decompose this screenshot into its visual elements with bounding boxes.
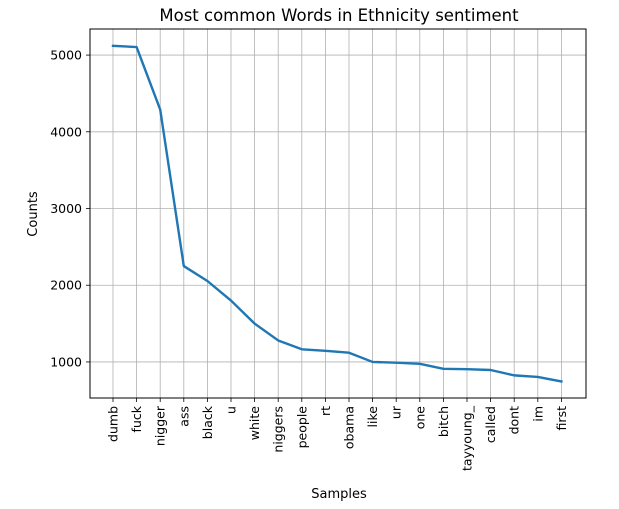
series-line-layer bbox=[111, 44, 563, 383]
data-point bbox=[301, 348, 303, 350]
data-point bbox=[348, 352, 350, 354]
x-tick-label: dont bbox=[507, 406, 522, 435]
x-axis-title: Samples bbox=[311, 487, 367, 502]
y-tick-label: 4000 bbox=[50, 124, 82, 139]
data-point bbox=[395, 362, 397, 364]
x-tick-label: first bbox=[554, 406, 569, 431]
data-point bbox=[135, 46, 137, 48]
x-tick-label: im bbox=[530, 406, 545, 422]
x-tick-label: dumb bbox=[106, 406, 121, 442]
data-point bbox=[277, 339, 279, 341]
x-tick-label: obama bbox=[342, 406, 357, 449]
data-point bbox=[442, 368, 444, 370]
y-axis: 1000 2000 3000 4000 5000 bbox=[50, 48, 90, 369]
plot-area bbox=[89, 28, 587, 399]
data-point bbox=[112, 45, 114, 47]
data-point bbox=[466, 368, 468, 370]
x-tick-label: u bbox=[224, 406, 239, 414]
chart-title: Most common Words in Ethnicity sentiment bbox=[159, 6, 519, 25]
data-point bbox=[537, 376, 539, 378]
data-point bbox=[230, 299, 232, 301]
x-tick-label: fuck bbox=[129, 405, 144, 432]
data-point bbox=[253, 322, 255, 324]
data-point bbox=[371, 361, 373, 363]
x-tick-label: niggers bbox=[271, 406, 286, 453]
x-tick-label: called bbox=[483, 406, 498, 443]
y-tick-label: 3000 bbox=[50, 201, 82, 216]
x-tick-label: one bbox=[412, 406, 427, 430]
x-tick-label: tayyoung_ bbox=[460, 405, 475, 471]
x-tick-label: like bbox=[365, 406, 380, 428]
x-tick-label: white bbox=[247, 406, 262, 441]
x-tick-label: ass bbox=[176, 406, 191, 427]
x-tick-label: bitch bbox=[436, 406, 451, 437]
x-axis: dumb fuck nigger ass black u white niggers peopl… bbox=[106, 398, 569, 471]
data-point bbox=[419, 363, 421, 365]
y-tick-label: 2000 bbox=[50, 278, 82, 293]
data-point bbox=[183, 265, 185, 267]
x-tick-label: black bbox=[200, 405, 215, 439]
x-tick-label: nigger bbox=[153, 405, 168, 446]
series-line bbox=[111, 44, 563, 383]
y-tick-label: 5000 bbox=[50, 48, 82, 63]
data-point bbox=[159, 108, 161, 110]
data-point bbox=[324, 350, 326, 352]
data-point bbox=[513, 374, 515, 376]
x-tick-label: people bbox=[294, 406, 309, 449]
data-point bbox=[206, 280, 208, 282]
y-tick-label: 1000 bbox=[50, 354, 82, 369]
grid bbox=[90, 29, 586, 398]
x-tick-label: rt bbox=[318, 406, 333, 416]
data-point bbox=[489, 369, 491, 371]
data-point bbox=[560, 380, 562, 382]
y-axis-title: Counts bbox=[26, 191, 41, 237]
x-tick-label: ur bbox=[389, 405, 404, 419]
